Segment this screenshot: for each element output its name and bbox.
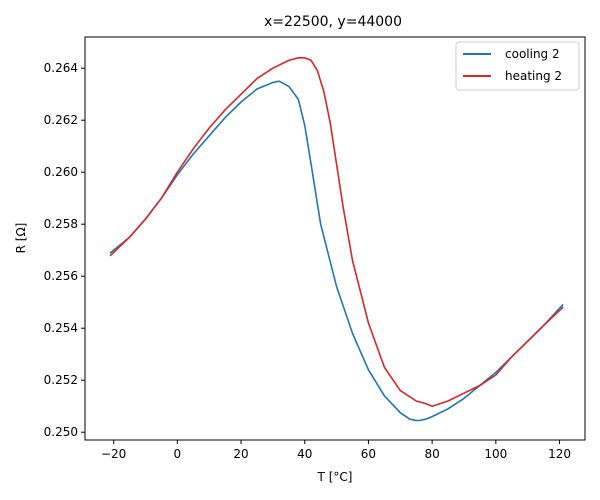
legend-label-heating-2: heating 2 <box>505 69 562 83</box>
y-tick-label: 0.254 <box>44 321 78 335</box>
plot-area <box>84 36 586 441</box>
y-tick-label: 0.264 <box>44 61 78 75</box>
x-tick-label: −20 <box>101 447 126 461</box>
y-tick-label: 0.262 <box>44 113 78 127</box>
series-line-heating-2 <box>109 56 564 408</box>
y-tick-label: 0.256 <box>44 269 78 283</box>
x-tick-label: 80 <box>424 447 439 461</box>
x-tick-label: 0 <box>174 447 182 461</box>
legend-label-cooling-2: cooling 2 <box>505 47 560 61</box>
y-tick-label: 0.250 <box>44 425 78 439</box>
y-tick-label: 0.260 <box>44 165 78 179</box>
x-axis: −20 0 20 40 60 80 100 120 <box>101 440 571 461</box>
y-axis-label: R [Ω] <box>14 223 28 254</box>
y-tick-label: 0.258 <box>44 217 78 231</box>
y-tick-label: 0.252 <box>44 373 78 387</box>
x-tick-label: 60 <box>361 447 376 461</box>
series-line-cooling-2 <box>109 80 564 422</box>
legend: cooling 2 heating 2 <box>455 41 580 91</box>
x-axis-label: T [°C] <box>317 470 353 484</box>
x-tick-label: 40 <box>297 447 312 461</box>
series-layer <box>109 56 564 422</box>
x-tick-label: 120 <box>548 447 571 461</box>
x-tick-label: 20 <box>233 447 248 461</box>
x-tick-label: 100 <box>484 447 507 461</box>
axes-frame <box>84 36 586 441</box>
y-axis: 0.250 0.252 0.254 0.256 0.258 0.260 0.262 0.264 <box>44 61 85 439</box>
chart-title: x=22500, y=44000 <box>264 14 402 30</box>
